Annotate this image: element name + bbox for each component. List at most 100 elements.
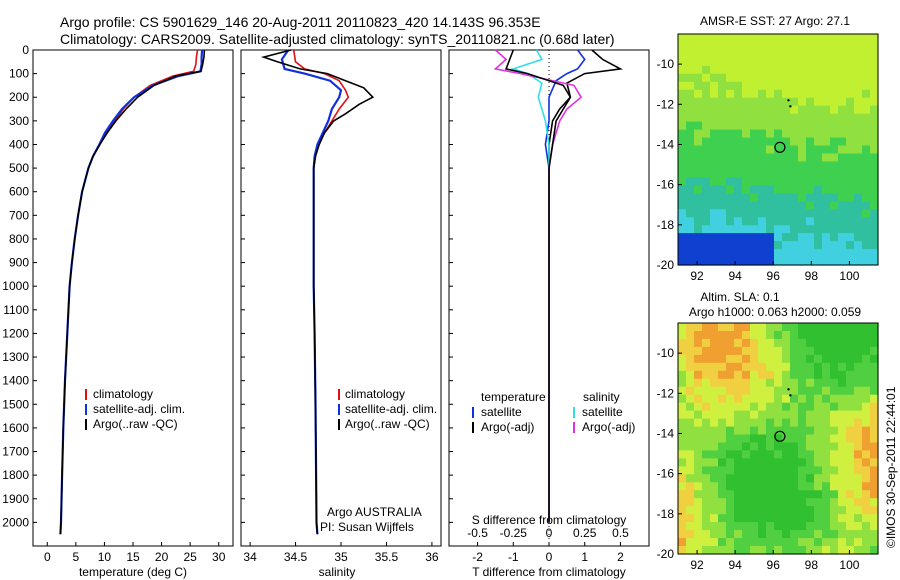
map-cell: [814, 209, 823, 218]
map-cell: [854, 538, 863, 547]
map-cell: [702, 65, 711, 75]
map-cell: [766, 137, 775, 147]
map-cell: [838, 426, 847, 436]
temp-xtick-label: 25: [183, 550, 197, 564]
map-cell: [710, 193, 719, 202]
map-cell: [814, 57, 823, 67]
map-cell: [758, 482, 767, 491]
map-cell: [870, 442, 879, 452]
map-cell: [790, 113, 799, 123]
diff-series-line: [544, 49, 586, 523]
map-cell: [734, 482, 743, 491]
map-cell: [750, 402, 759, 412]
map-cell: [686, 201, 695, 210]
map-cell: [766, 474, 775, 483]
map-cell: [750, 121, 759, 131]
map-cell: [694, 426, 703, 436]
map-cell: [750, 169, 759, 178]
map-cell: [846, 458, 855, 467]
map-cell: [758, 362, 767, 372]
map-cell: [870, 546, 879, 555]
map-cell: [782, 201, 791, 210]
map-cell: [726, 506, 735, 515]
map-cell: [758, 394, 767, 404]
map-cell: [702, 418, 711, 428]
map-cell: [734, 346, 743, 356]
map-cell: [742, 42, 751, 51]
temp-xtick-label: 0: [44, 550, 51, 564]
map-cell: [782, 169, 791, 178]
map-cell: [734, 394, 743, 404]
map-cell: [678, 354, 687, 364]
map-cell: [718, 331, 727, 340]
map-cell: [830, 73, 839, 83]
map-cell: [694, 97, 703, 107]
map-cell: [854, 249, 863, 258]
map-cell: [710, 81, 719, 91]
map-cell: [846, 129, 855, 139]
map-cell: [710, 354, 719, 364]
map-cell: [710, 410, 719, 420]
map-cell: [854, 546, 863, 555]
map-cell: [718, 370, 727, 380]
map-cell: [758, 506, 767, 515]
map-cell: [734, 34, 743, 43]
map-cell: [774, 137, 783, 147]
map-cell: [814, 346, 823, 356]
map-cell: [782, 257, 791, 266]
map-cell: [694, 177, 703, 186]
map-cell: [774, 97, 783, 107]
map-cell: [702, 466, 711, 475]
map-cell: [750, 161, 759, 170]
map-cell: [838, 394, 847, 404]
map-cell: [726, 201, 735, 210]
map-cell: [766, 331, 775, 340]
map-cell: [710, 169, 719, 178]
map-cell: [774, 129, 783, 139]
map-cell: [862, 89, 871, 99]
map-cell: [854, 217, 863, 226]
map-cell: [678, 57, 687, 67]
map-cell: [726, 490, 735, 499]
map-cell: [718, 153, 727, 163]
map-cell: [830, 153, 839, 163]
map-cell: [750, 458, 759, 467]
map-cell: [806, 121, 815, 131]
map-cell: [782, 538, 791, 547]
map-cell: [806, 426, 815, 436]
map-cell: [854, 530, 863, 539]
map-cell: [822, 241, 831, 250]
map-cell: [782, 113, 791, 123]
map-cell: [854, 34, 863, 43]
map-cell: [798, 145, 807, 155]
map-cell: [806, 225, 815, 234]
map-cell: [806, 145, 815, 155]
map-cell: [734, 177, 743, 186]
map-cell: [838, 346, 847, 356]
map-cell: [782, 241, 791, 250]
map-cell: [694, 105, 703, 115]
map-cell: [726, 225, 735, 234]
map-cell: [822, 458, 831, 467]
map-cell: [742, 97, 751, 107]
map-cell: [846, 49, 855, 59]
map-cell: [710, 233, 719, 242]
map-cell: [742, 49, 751, 59]
map-cell: [734, 49, 743, 59]
map-cell: [686, 434, 695, 444]
map-cell: [734, 73, 743, 83]
map-cell: [694, 217, 703, 226]
map-cell: [686, 506, 695, 515]
argo-track-point: [787, 99, 790, 102]
map-ytick-label: -16: [657, 467, 675, 481]
map-cell: [830, 193, 839, 202]
map-cell: [686, 418, 695, 428]
map-cell: [822, 514, 831, 523]
map-cell: [814, 137, 823, 147]
map-cell: [710, 201, 719, 210]
map-cell: [790, 378, 799, 388]
map-cell: [774, 225, 783, 234]
map-cell: [830, 450, 839, 459]
map-cell: [822, 354, 831, 364]
map-cell: [750, 209, 759, 218]
